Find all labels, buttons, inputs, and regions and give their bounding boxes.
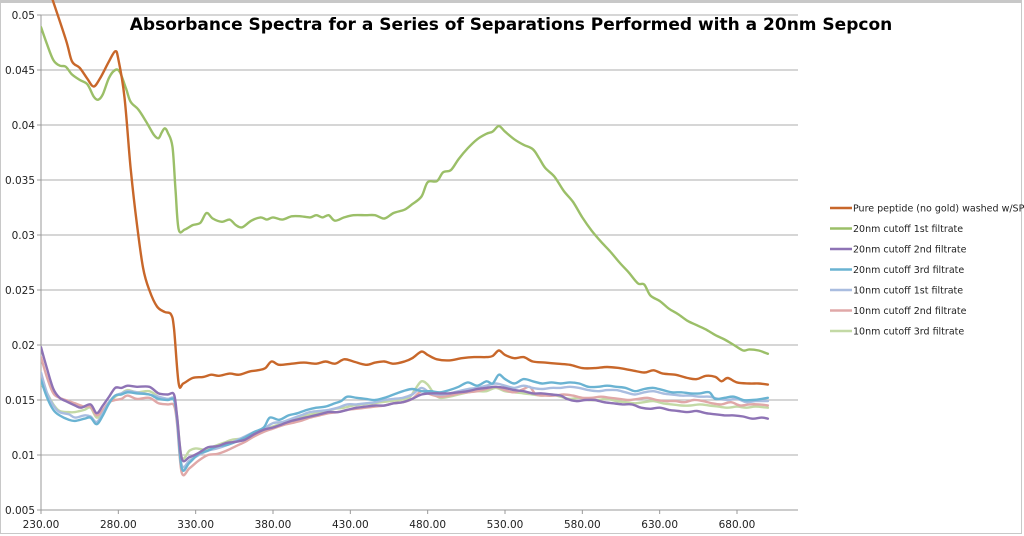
series-line-pure-peptide-no-gold-washed-w-spb xyxy=(51,0,770,389)
y-tick-label: 0.025 xyxy=(5,285,35,297)
x-tick-label: 280.00 xyxy=(100,519,137,531)
legend-item: 20nm cutoff 1st filtrate xyxy=(830,224,963,235)
legend-item: 20nm cutoff 3rd filtrate xyxy=(830,265,964,276)
chart-title: Absorbance Spectra for a Series of Separ… xyxy=(130,15,892,35)
series-line-20nm-cutoff-3rd-filtrate xyxy=(41,373,770,472)
y-tick-label: 0.015 xyxy=(5,395,35,407)
legend-item: 20nm cutoff 2nd filtrate xyxy=(830,245,967,256)
series-line-10nm-cutoff-2nd-filtrate xyxy=(41,355,770,477)
legend-label: 20nm cutoff 3rd filtrate xyxy=(853,265,964,276)
legend-label: 10nm cutoff 1st filtrate xyxy=(853,286,963,297)
x-tick-label: 430.00 xyxy=(332,519,369,531)
series-line-20nm-cutoff-1st-filtrate xyxy=(41,25,770,355)
legend-item: 10nm cutoff 2nd filtrate xyxy=(830,306,967,317)
legend-label: 20nm cutoff 1st filtrate xyxy=(853,224,963,235)
x-tick-label: 680.00 xyxy=(719,519,756,531)
y-tick-label: 0.04 xyxy=(12,120,36,132)
legend-item: Pure peptide (no gold) washed w/SPB xyxy=(830,204,1024,215)
y-tick-label: 0.045 xyxy=(5,65,35,77)
legend-item: 10nm cutoff 3rd filtrate xyxy=(830,327,964,338)
legend-label: 10nm cutoff 3rd filtrate xyxy=(853,327,964,338)
series-lines xyxy=(41,0,770,477)
legend-label: 20nm cutoff 2nd filtrate xyxy=(853,245,967,256)
x-tick-label: 380.00 xyxy=(255,519,292,531)
y-tick-label: 0.035 xyxy=(5,175,35,187)
series-line-20nm-cutoff-2nd-filtrate xyxy=(41,346,770,463)
y-tick-label: 0.05 xyxy=(12,10,35,22)
x-tick-label: 230.00 xyxy=(23,519,60,531)
x-tick-label: 480.00 xyxy=(409,519,446,531)
x-tick-label: 530.00 xyxy=(487,519,524,531)
y-tick-label: 0.03 xyxy=(12,230,35,242)
x-tick-label: 630.00 xyxy=(641,519,678,531)
legend-label: Pure peptide (no gold) washed w/SPB xyxy=(853,204,1024,215)
legend-label: 10nm cutoff 2nd filtrate xyxy=(853,306,967,317)
legend-item: 10nm cutoff 1st filtrate xyxy=(830,286,963,297)
axes xyxy=(37,14,798,514)
y-tick-label: 0.01 xyxy=(12,450,35,462)
x-tick-label: 580.00 xyxy=(564,519,601,531)
x-tick-label: 330.00 xyxy=(177,519,214,531)
y-tick-label: 0.02 xyxy=(12,340,35,352)
legend: Pure peptide (no gold) washed w/SPB 20nm … xyxy=(830,204,1024,338)
tick-labels: 0.005 0.01 0.015 0.02 0.025 0.03 0.035 0.04 0.04… xyxy=(5,10,755,531)
y-tick-label: 0.005 xyxy=(5,505,35,517)
